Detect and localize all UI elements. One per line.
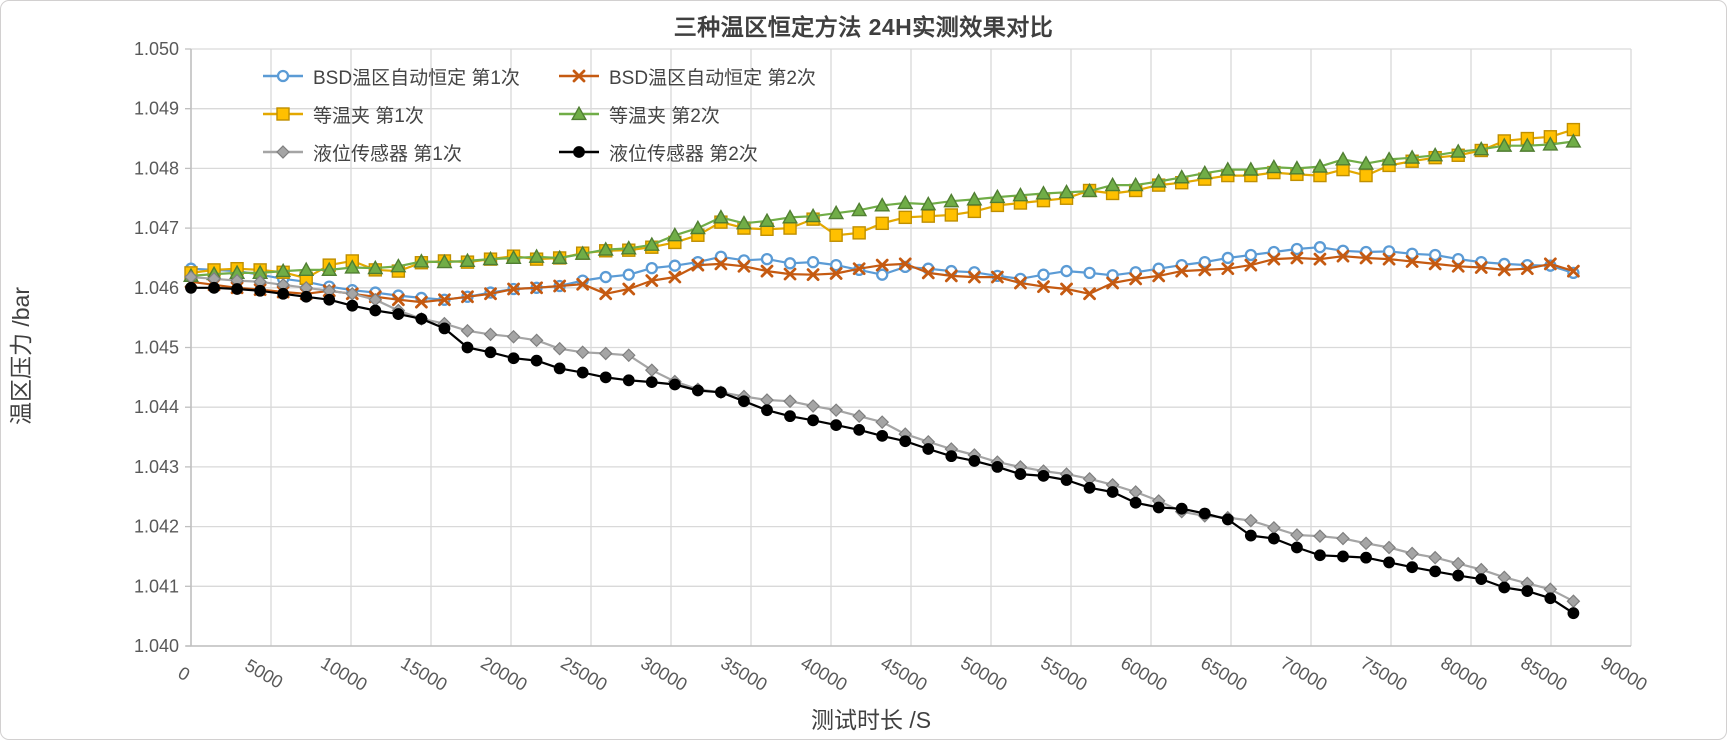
x-tick-label: 10000 <box>317 653 370 695</box>
x-tick-label: 40000 <box>797 653 850 695</box>
x-tick-labels: 0 5000 10000 15000 20000 25000 30000 35000 40000… <box>175 653 1651 695</box>
legend-label: 液位传感器 第1次 <box>313 143 462 165</box>
x-tick-label: 45000 <box>877 653 930 695</box>
gridlines <box>190 48 1632 647</box>
legend-item-series-3[interactable]: 等温夹 第1次 <box>261 99 424 129</box>
circle-open-legend-marker-icon <box>263 69 303 83</box>
x-tick-label: 75000 <box>1357 653 1410 695</box>
x-tick-label: 30000 <box>637 653 690 695</box>
legend-label: 等温夹 第1次 <box>313 105 424 127</box>
diamond-legend-marker-icon <box>263 145 303 159</box>
legend-item-series-5[interactable]: 液位传感器 第1次 <box>261 137 462 167</box>
x-tick-label: 60000 <box>1117 653 1170 695</box>
x-tick-label: 35000 <box>717 653 770 695</box>
y-tick-label: 1.048 <box>134 158 179 178</box>
square-legend-marker-icon <box>263 107 303 121</box>
y-tick-label: 1.043 <box>134 457 179 477</box>
x-axis-title: 测试时长 /S <box>810 707 932 733</box>
x-tick-label: 50000 <box>957 653 1010 695</box>
triangle-legend-marker-icon <box>559 105 599 121</box>
legend-item-series-2[interactable]: BSD温区自动恒定 第2次 <box>557 61 816 91</box>
x-tick-label: 80000 <box>1437 653 1490 695</box>
y-tick-label: 1.045 <box>134 338 179 358</box>
y-tick-label: 1.041 <box>134 576 179 596</box>
y-tick-label: 1.046 <box>134 278 179 298</box>
x-tick-label: 0 <box>175 663 194 685</box>
x-tick-label: 25000 <box>557 653 610 695</box>
x-tick-label: 85000 <box>1517 653 1570 695</box>
legend-label: BSD温区自动恒定 第1次 <box>313 67 520 89</box>
y-tick-label: 1.040 <box>134 636 179 656</box>
legend-label: 等温夹 第2次 <box>609 105 720 127</box>
x-tick-label: 20000 <box>477 653 530 695</box>
y-tick-labels: 1.040 1.041 1.042 1.043 1.044 1.045 1.046 1.047… <box>134 39 179 656</box>
circle-legend-marker-icon <box>559 146 599 158</box>
chart-title: 三种温区恒定方法 24H实测效果对比 <box>673 14 1054 40</box>
x-legend-marker-icon <box>559 69 599 83</box>
series-4 <box>183 133 1582 282</box>
y-tick-label: 1.049 <box>134 99 179 119</box>
y-tick-label: 1.050 <box>134 39 179 59</box>
legend-item-series-4[interactable]: 等温夹 第2次 <box>557 99 720 129</box>
y-tick-label: 1.044 <box>134 397 179 417</box>
y-tick-label: 1.042 <box>134 517 179 537</box>
legend-label: BSD温区自动恒定 第2次 <box>609 67 816 89</box>
x-tick-label: 65000 <box>1197 653 1250 695</box>
x-tick-label: 90000 <box>1597 653 1650 695</box>
x-tick-label: 15000 <box>397 653 450 695</box>
legend-item-series-1[interactable]: BSD温区自动恒定 第1次 <box>261 61 520 91</box>
y-axis-title: 温区压力 /bar <box>8 286 34 426</box>
axes <box>185 48 1631 647</box>
legend-label: 液位传感器 第2次 <box>609 143 758 165</box>
series-6 <box>185 281 1580 620</box>
legend-item-series-6[interactable]: 液位传感器 第2次 <box>557 137 758 167</box>
x-tick-label: 5000 <box>242 655 287 692</box>
x-tick-label: 70000 <box>1277 653 1330 695</box>
y-tick-label: 1.047 <box>134 218 179 238</box>
x-tick-label: 55000 <box>1037 653 1090 695</box>
